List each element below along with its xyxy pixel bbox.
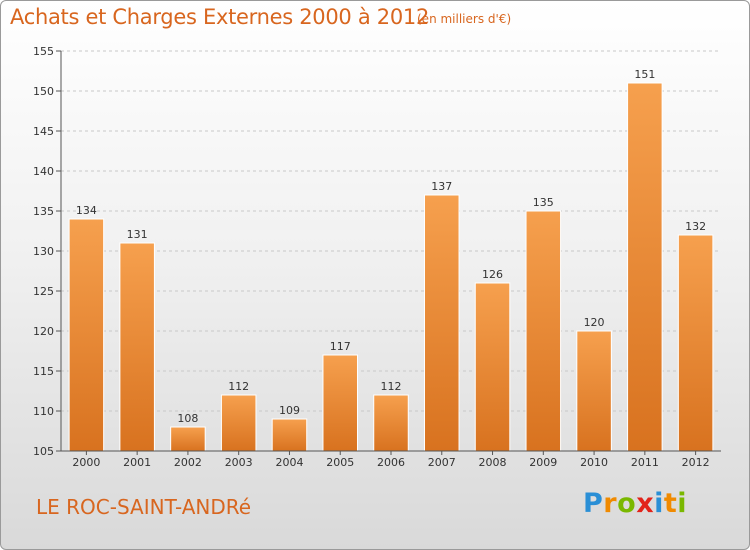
y-tick-label: 135	[33, 205, 54, 218]
x-tick-label: 2003	[225, 456, 253, 469]
value-label: 109	[279, 404, 300, 417]
value-label: 112	[381, 380, 402, 393]
value-label: 108	[177, 412, 198, 425]
y-tick-label: 140	[33, 165, 54, 178]
y-tick-label: 115	[33, 365, 54, 378]
value-label: 126	[482, 268, 503, 281]
bar-2001	[119, 242, 155, 452]
logo-letter: P	[583, 488, 604, 519]
logo-letter: o	[617, 488, 637, 519]
proxiti-logo[interactable]: Proxiti	[583, 488, 687, 519]
chart-subtitle: (en milliers d'€)	[417, 12, 512, 26]
x-tick-label: 2010	[580, 456, 608, 469]
value-label: 135	[533, 196, 554, 209]
x-tick-label: 2012	[682, 456, 710, 469]
value-label: 117	[330, 340, 351, 353]
y-tick-label: 105	[33, 445, 54, 458]
place-name: LE ROC-SAINT-ANDRé	[36, 495, 252, 519]
bar-2010	[576, 330, 612, 452]
logo-letter: t	[663, 488, 678, 519]
y-tick-label: 155	[33, 45, 54, 58]
logo-letter: i	[677, 488, 688, 519]
value-label: 137	[431, 180, 452, 193]
x-tick-label: 2004	[275, 456, 303, 469]
bar-2008	[474, 282, 511, 452]
logo-letter: x	[636, 488, 655, 519]
y-tick-label: 120	[33, 325, 54, 338]
bar-2006	[373, 394, 409, 452]
bar-2005	[322, 354, 358, 452]
bar-2000	[68, 218, 105, 452]
x-tick-label: 2009	[529, 456, 557, 469]
bar-2007	[424, 194, 460, 452]
x-tick-label: 2008	[479, 456, 507, 469]
value-label: 120	[584, 316, 605, 329]
bar-2012	[677, 234, 714, 452]
x-tick-label: 2011	[631, 456, 659, 469]
value-label: 151	[634, 68, 655, 81]
chart-title: Achats et Charges Externes 2000 à 2012	[10, 5, 430, 29]
value-label: 112	[228, 380, 249, 393]
x-tick-label: 2007	[428, 456, 456, 469]
logo-letter: i	[654, 488, 664, 519]
bar-2003	[220, 394, 257, 452]
x-tick-label: 2002	[174, 456, 202, 469]
bar-2002	[170, 426, 206, 452]
bar-2011	[627, 82, 663, 452]
x-tick-label: 2006	[377, 456, 405, 469]
value-label: 132	[685, 220, 706, 233]
y-tick-label: 130	[33, 245, 54, 258]
y-tick-label: 150	[33, 85, 54, 98]
x-tick-label: 2005	[326, 456, 354, 469]
x-tick-label: 2000	[72, 456, 100, 469]
logo-letter: r	[603, 488, 618, 519]
value-label: 134	[76, 204, 97, 217]
y-tick-label: 145	[33, 125, 54, 138]
y-tick-label: 110	[33, 405, 54, 418]
x-tick-label: 2001	[123, 456, 151, 469]
bar-2004	[271, 418, 308, 452]
value-label: 131	[127, 228, 148, 241]
y-tick-label: 125	[33, 285, 54, 298]
bar-2009	[525, 210, 562, 452]
